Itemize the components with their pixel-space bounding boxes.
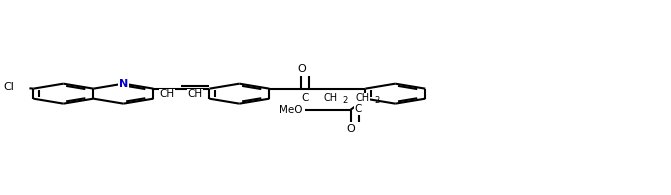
Text: O: O bbox=[297, 64, 306, 74]
Text: O: O bbox=[346, 124, 355, 134]
Text: C: C bbox=[301, 93, 309, 104]
Text: C: C bbox=[355, 104, 362, 114]
Text: CH: CH bbox=[356, 93, 370, 104]
Text: CH: CH bbox=[323, 93, 338, 104]
Text: 2: 2 bbox=[342, 96, 347, 105]
Text: N: N bbox=[119, 79, 128, 89]
Text: MeO: MeO bbox=[279, 105, 303, 115]
Text: 2: 2 bbox=[374, 96, 379, 105]
Text: Cl: Cl bbox=[4, 82, 15, 92]
Text: CH: CH bbox=[160, 90, 175, 99]
Text: CH: CH bbox=[188, 90, 203, 99]
